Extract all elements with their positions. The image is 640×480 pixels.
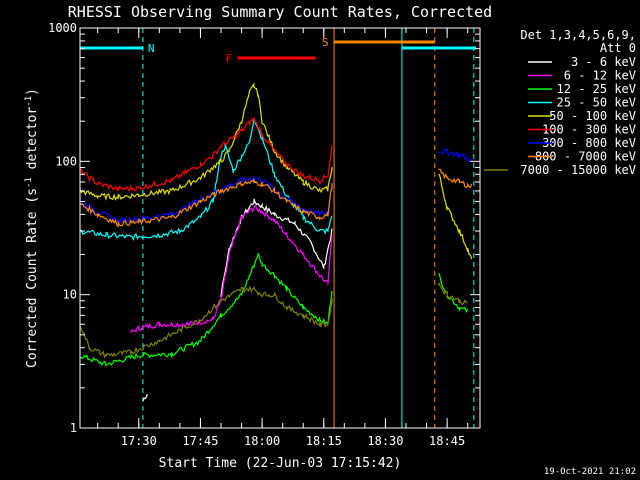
annotation-label-s: S	[322, 36, 329, 49]
y-axis-label-sup2: -1	[24, 96, 34, 107]
x-tick-label-3: 18:15	[306, 434, 342, 448]
y-tick-label-0: 1	[70, 421, 77, 435]
y-axis-label-sup1: -1	[24, 177, 34, 188]
series-line-1	[130, 204, 333, 334]
legend-label-4: 50 - 100 keV	[549, 109, 636, 123]
y-tick-label-1: 10	[63, 288, 77, 302]
y-axis-label-part2: detector	[25, 107, 40, 178]
legend-header-line-2: Att 0	[600, 41, 636, 55]
x-tick-label-2: 18:00	[244, 434, 280, 448]
annotation-label-n: N	[148, 42, 155, 55]
x-tick-label-5: 18:45	[429, 434, 465, 448]
legend-label-1: 6 - 12 keV	[564, 69, 636, 83]
x-tick-label-4: 18:30	[367, 434, 403, 448]
plot-area: N F S	[79, 28, 476, 428]
y-tick-label-3: 1000	[48, 21, 77, 35]
plot-frame	[79, 27, 481, 429]
legend-label-8: 7000 - 15000 keV	[520, 163, 636, 177]
x-tick-label-0: 17:30	[121, 434, 157, 448]
legend-label-7: 800 - 7000 keV	[535, 150, 636, 164]
series-line-6	[79, 147, 472, 225]
chart-title: RHESSI Observing Summary Count Rates, Co…	[68, 3, 492, 21]
legend-header-line-1: Det 1,3,4,5,6,9,	[520, 28, 636, 42]
annotation-label-f: F	[225, 52, 232, 65]
footer-timestamp: 19-Oct-2021 21:02	[544, 467, 636, 477]
axes: 1 10 100 1000 17:30 17:45 18:00 18:15 18:30 18:45	[48, 21, 480, 448]
series-line-8	[79, 282, 468, 359]
legend-label-3: 25 - 50 keV	[557, 96, 636, 110]
y-axis-label-part1: Corrected Count Rate (s	[25, 188, 40, 368]
series-line-2	[79, 252, 469, 367]
x-axis-label: Start Time (22-Jun-03 17:15:42)	[159, 456, 402, 471]
series-line-7	[79, 168, 473, 228]
y-axis-label-part3: )	[25, 88, 40, 96]
legend-label-6: 300 - 800 keV	[542, 136, 636, 150]
series-line-5	[79, 116, 333, 192]
y-tick-label-2: 100	[55, 154, 77, 168]
legend-label-5: 100 - 300 keV	[542, 123, 636, 137]
y-axis-label: Corrected Count Rate (s-1 detector-1)	[24, 88, 40, 368]
legend-label-2: 12 - 25 keV	[557, 82, 636, 96]
legend-label-0: 3 - 6 keV	[571, 55, 636, 69]
x-tick-label-1: 17:45	[182, 434, 218, 448]
